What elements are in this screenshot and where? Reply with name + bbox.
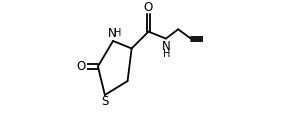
Text: O: O xyxy=(76,60,85,73)
Text: H: H xyxy=(114,28,122,38)
Text: S: S xyxy=(101,95,108,108)
Text: O: O xyxy=(144,1,153,14)
Text: N: N xyxy=(108,27,117,40)
Text: H: H xyxy=(163,49,170,59)
Text: N: N xyxy=(162,40,171,53)
